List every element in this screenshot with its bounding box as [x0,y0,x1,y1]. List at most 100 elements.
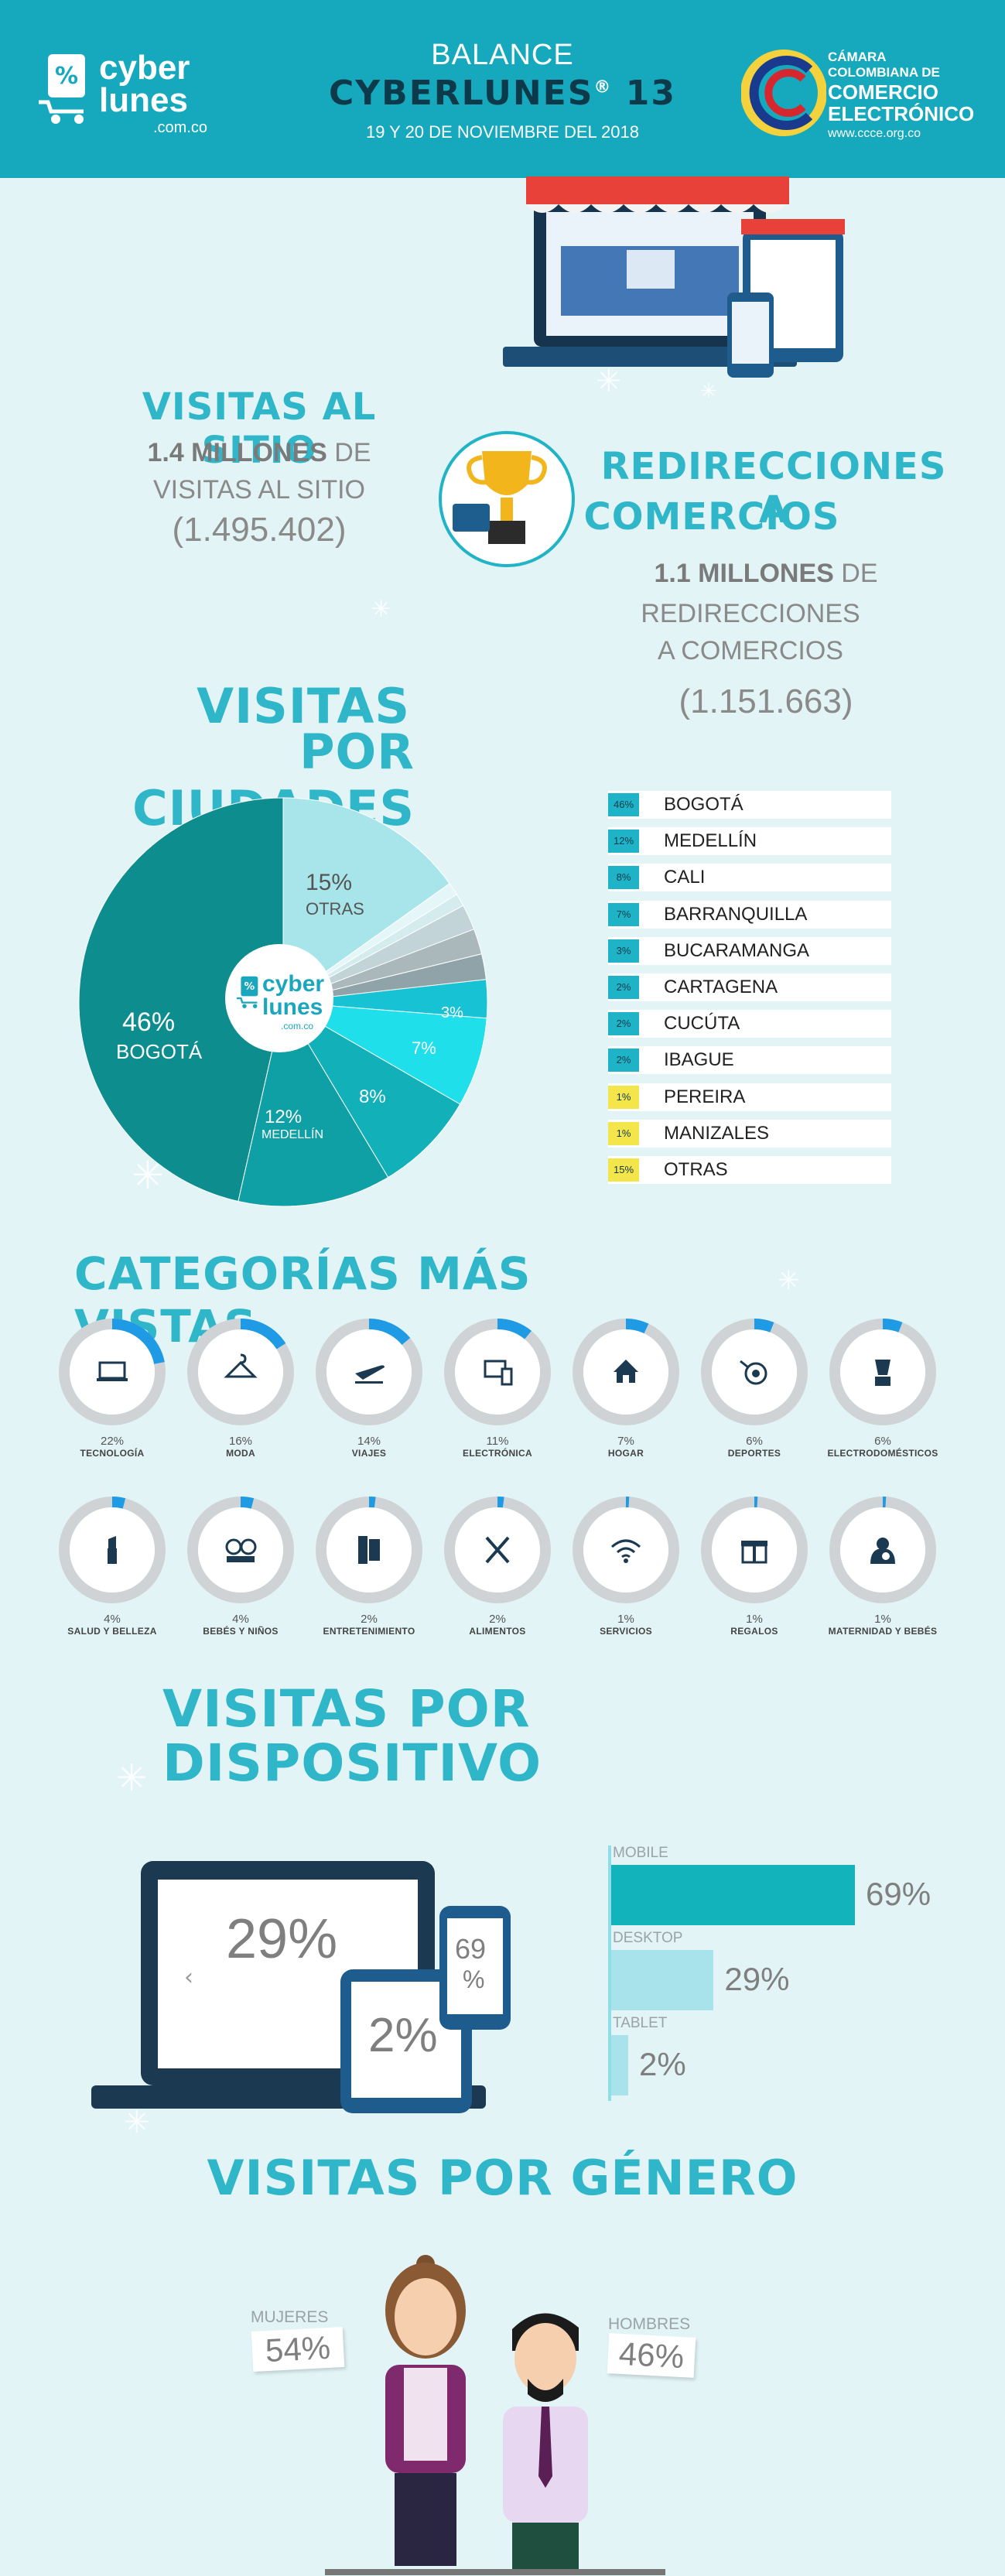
category-label: SERVICIOS [600,1626,652,1637]
category-item: 7% HOGAR [560,1314,692,1459]
ring-progress [59,1319,166,1425]
category-value: 6% [874,1435,891,1448]
ring-progress [444,1319,551,1425]
legend-city-name: MEDELLÍN [664,830,757,852]
ring-progress [187,1319,294,1425]
device-bar-value: 29% [724,1961,790,1997]
category-value: 4% [104,1613,121,1626]
category-value: 14% [357,1435,381,1448]
legend-badge: 2% [608,1049,639,1072]
category-ring [829,1319,936,1425]
category-ring [187,1497,294,1603]
film-icon [358,1536,380,1564]
legend-row: 1% PEREIRA [608,1083,891,1111]
category-ring [573,1319,679,1425]
device-bar [611,1950,714,2010]
category-item: 2% ENTRETENIMIENTO [303,1492,435,1637]
svg-text:%: % [55,63,78,90]
category-value: 4% [232,1613,249,1626]
sparkle-decoration: ✳ [700,379,717,402]
legend-badge: 1% [608,1085,639,1109]
category-item: 2% ALIMENTOS [432,1492,563,1637]
category-ring [59,1497,166,1603]
category-label: DEPORTES [727,1448,781,1459]
bar-category-label: MOBILE [613,1845,668,1861]
redirecciones-title-line1: REDIRECCIONES A [600,445,947,532]
online-shop-illustration [503,176,845,378]
redirecciones-line1: 1.1 MILLONES DE [588,559,944,589]
category-item: 6% DEPORTES [689,1314,820,1459]
pie-label-bogota-pct: 46% [122,1007,176,1037]
pie-slice-bogotá [78,797,284,1202]
category-item: 16% MODA [175,1314,306,1459]
pie-label-barranquilla-pct: 7% [412,1038,436,1058]
redirecciones-line3: A COMERCIOS [658,636,843,665]
ring-progress [701,1319,808,1425]
ccce-line3: COMERCIO [828,80,938,104]
laptop-icon [97,1361,128,1381]
legend-city-name: IBAGUE [664,1049,734,1071]
visitas-line1-rest: DE [326,438,371,467]
lipstick-icon [108,1536,117,1564]
category-value: 1% [617,1613,634,1626]
ring-progress [701,1497,808,1603]
visitas-line1: 1.4 MILLONES DE [85,438,433,468]
kids-icon [225,1538,257,1562]
pie-label-medellin-pct: 12% [265,1107,303,1127]
sparkle-decoration: ✳ [596,364,622,399]
category-item: 11% ELECTRÓNICA [432,1314,563,1459]
phone-pct-num: 69 [455,1933,487,1965]
legend-city-name: CARTAGENA [664,977,778,997]
header-date: 19 Y 20 DE NOVIEMBRE DEL 2018 [366,122,639,142]
devices-icon [484,1360,513,1386]
category-value: 16% [228,1435,253,1448]
pie-logo-domain: .com.co [281,1021,314,1031]
legend-badge: 15% [608,1158,639,1182]
legend-row: 2% CUCÚTA [608,1010,891,1038]
redirecciones-line2: REDIRECCIONES [641,599,860,628]
visitas-exact: (1.495.402) [172,511,347,549]
redirecciones-strong: 1.1 MILLONES [654,559,834,588]
category-value: 1% [746,1613,763,1626]
sparkle-decoration: ✳ [116,1758,148,1799]
pie-center-logo: % cyber lunes .com.co [225,944,333,1052]
pie-slice-otras [282,797,450,1003]
logo-cyber: cyber [99,49,190,87]
legend-row: 46% BOGOTÁ [608,791,891,819]
legend-city-name: CALI [664,867,706,888]
ccce-logo: CÁMARA COLOMBIANA DE COMERCIO ELECTRÓNIC… [741,46,989,147]
legend-row: 2% IBAGUE [608,1046,891,1075]
mujeres-badge: 54% [251,2326,345,2372]
gift-icon [741,1541,767,1564]
device-bar-value: 69% [866,1876,932,1912]
legend-row: 3% BUCARAMANGA [608,936,891,965]
category-value: 2% [361,1613,378,1626]
mujeres-label: MUJERES [251,2308,329,2326]
category-label: SALUD Y BELLEZA [67,1626,157,1637]
visitas-strong: 1.4 MILLONES [147,438,327,467]
device-bar [611,1865,855,1925]
utensils-icon [485,1536,510,1564]
visitas-title: VISITAS AL SITIO [142,385,377,472]
logo-lunes: lunes [99,81,188,119]
plane-icon [355,1365,385,1384]
header-title-small: BALANCE [431,39,574,71]
category-ring [829,1497,936,1603]
device-bar-value: 2% [639,2046,686,2082]
bar-axis [608,1846,611,2101]
bar-category-label: DESKTOP [613,1930,683,1946]
category-ring [187,1319,294,1425]
category-label: VIAJES [351,1448,387,1459]
pie-label-otras-pct: 15% [306,870,353,895]
ring-face [198,1329,283,1415]
category-ring [444,1497,551,1603]
pie-label-bucaramanga-pct: 3% [441,1004,463,1021]
category-label: ALIMENTOS [469,1626,526,1637]
pie-logo-lunes: lunes [262,994,323,1020]
visitas-line2: VISITAS AL SITIO [153,475,365,505]
category-value: 7% [617,1435,634,1448]
ball-icon [740,1360,767,1385]
category-label: ELECTRODOMÉSTICOS [827,1448,938,1459]
dispositivo-title-line2: DISPOSITIVO [162,1733,542,1793]
